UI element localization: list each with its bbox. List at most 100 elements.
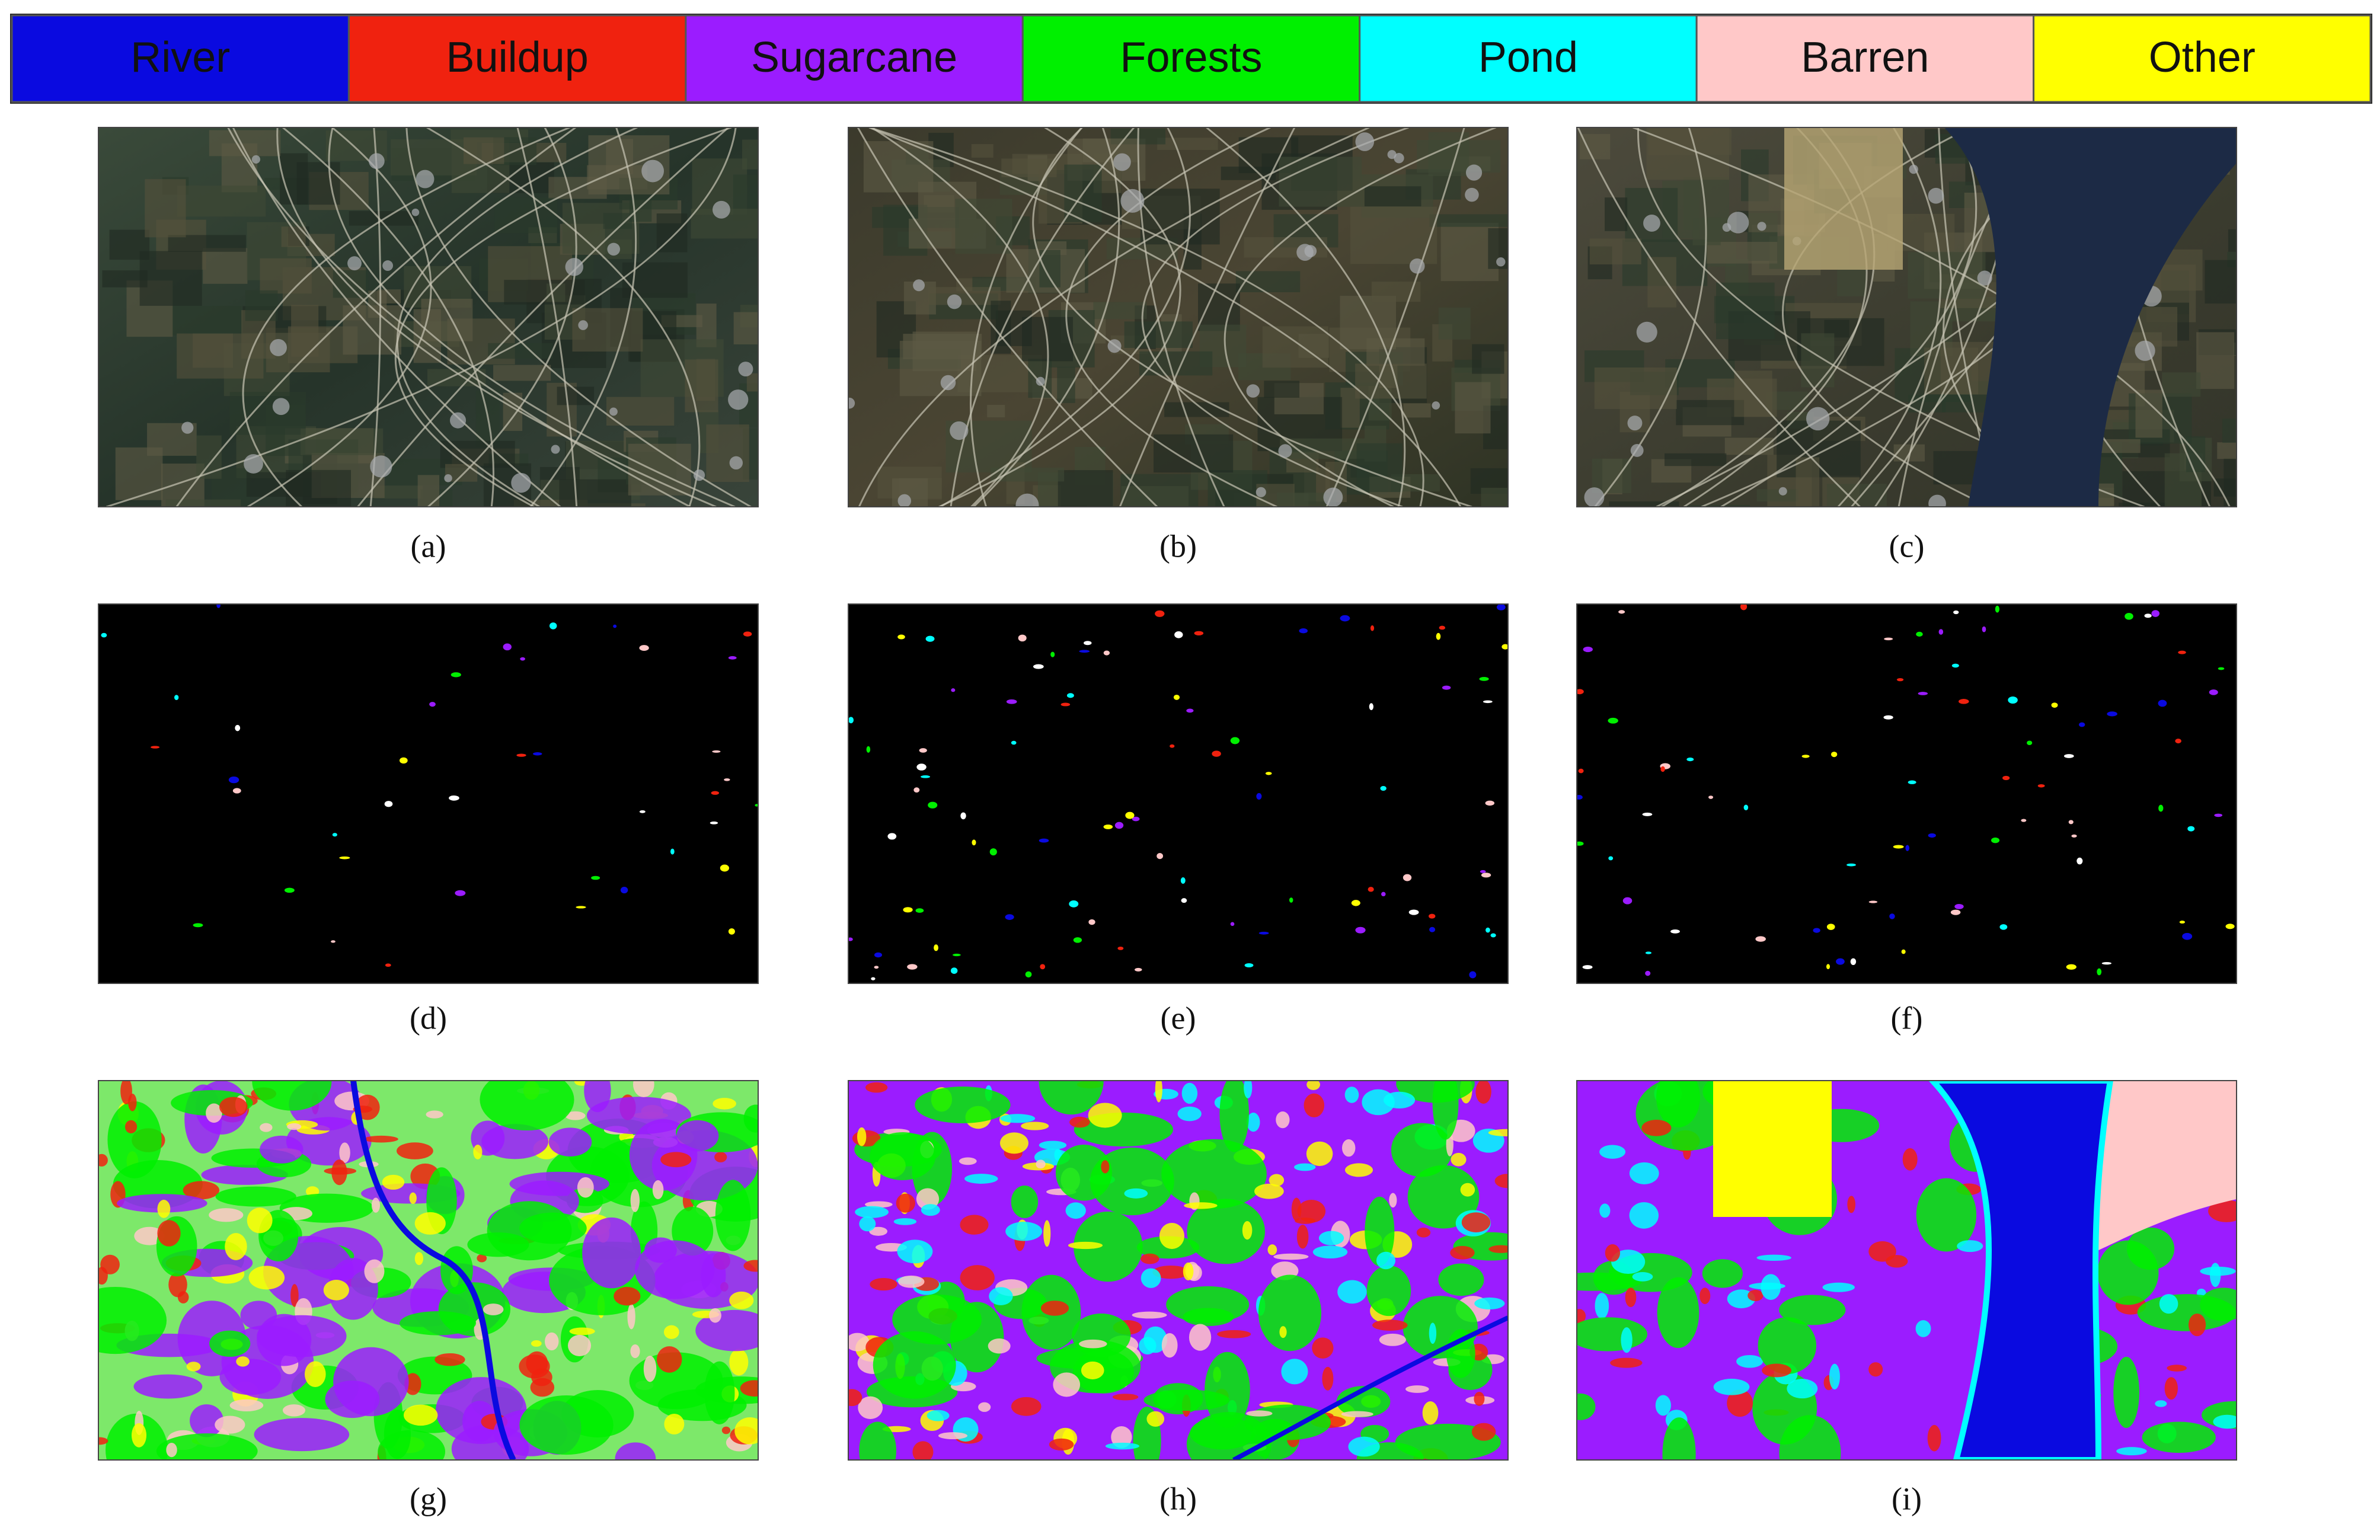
panel-border (848, 603, 1509, 984)
map-patch (714, 1152, 727, 1162)
legend-swatch (347, 14, 687, 103)
settlement (370, 455, 392, 478)
map-patch (260, 1135, 304, 1164)
road (1325, 127, 1465, 507)
map-patch (1246, 1410, 1273, 1417)
barren-field (1784, 127, 1903, 270)
map-patch (1139, 1337, 1157, 1354)
panel-border (1576, 603, 2237, 984)
map-patch (2113, 1356, 2139, 1428)
label-sample (385, 963, 391, 967)
legend-label: Forests (1120, 34, 1262, 81)
map-patch (1405, 1385, 1429, 1393)
map-patch (1267, 1244, 1277, 1255)
map-patch (1471, 1423, 1496, 1441)
field-patch (1472, 344, 1504, 374)
map-patch (219, 1097, 248, 1117)
map-patch (715, 1180, 751, 1251)
map-patch (1577, 1309, 1586, 1324)
road (232, 127, 561, 507)
map-patch (1429, 1322, 1437, 1344)
map-patch (1000, 1114, 1036, 1123)
map-patch (734, 1417, 758, 1445)
map-patch (473, 1145, 483, 1159)
map-patch (660, 1152, 692, 1168)
map-patch (400, 1311, 477, 1335)
map-patch (1474, 1297, 1505, 1310)
field-patch (2213, 478, 2237, 497)
map-patch (215, 1416, 245, 1434)
settlement (1465, 164, 1483, 181)
map-patch (1072, 1313, 1131, 1357)
label-sample (1230, 737, 1240, 745)
label-sample (1050, 651, 1055, 657)
caption: (g) (410, 1481, 447, 1516)
map-patch (252, 1081, 332, 1111)
settlement (1928, 187, 1944, 204)
panel-border (848, 1080, 1509, 1461)
label-sample (235, 724, 241, 731)
map-patch (960, 1265, 995, 1290)
field-patch (746, 373, 758, 392)
label-sample (1005, 914, 1014, 920)
settlement (940, 375, 956, 391)
field-patch (559, 479, 631, 507)
map-patch (960, 1215, 989, 1235)
field-patch (1592, 458, 1632, 493)
map-patch (743, 1104, 758, 1133)
map-patch (397, 1142, 433, 1159)
settlement (609, 407, 618, 416)
map-patch (190, 1404, 224, 1437)
road (871, 127, 1049, 507)
map-patch (1141, 1253, 1159, 1264)
field-patch (743, 428, 758, 480)
map-patch (236, 1356, 250, 1367)
road (950, 127, 1135, 507)
label-sample (1708, 795, 1714, 799)
map-patch (1438, 1263, 1484, 1296)
label-sample (232, 788, 241, 794)
map-patch (1868, 1362, 1883, 1377)
field-patch (1647, 257, 1676, 308)
label-sample (2071, 834, 2077, 838)
caption: (e) (1161, 1000, 1196, 1036)
field-patch (229, 392, 306, 435)
map-patch (1460, 1183, 1475, 1197)
road (516, 127, 578, 507)
label-sample (1608, 717, 1618, 724)
label-sample (2209, 689, 2218, 695)
label-sample (848, 717, 854, 724)
field-patch (1279, 156, 1362, 207)
field-patch (1646, 127, 1730, 180)
map-patch (1915, 1320, 1931, 1337)
label-sample (2008, 696, 2018, 704)
road (1223, 127, 1497, 507)
map-patch (225, 1233, 247, 1260)
settlement (1120, 188, 1145, 213)
settlement (1394, 153, 1404, 164)
map-patch (912, 1441, 934, 1460)
label-sample (1905, 845, 1909, 851)
map-patch (1756, 1254, 1791, 1261)
settlement (444, 474, 452, 483)
map-patch (729, 1291, 754, 1309)
label-sample (848, 937, 853, 941)
legend-label: Buildup (446, 34, 589, 81)
map-patch (290, 1284, 299, 1307)
label-sample (451, 672, 461, 678)
field-patch (168, 235, 246, 252)
label-sample (913, 787, 920, 793)
map-patch (107, 1101, 162, 1178)
label-sample (1132, 816, 1140, 822)
map-patch (676, 1120, 719, 1152)
map-patch (1577, 1393, 1596, 1420)
label-sample (874, 966, 879, 969)
river-line (350, 1081, 516, 1460)
label-sample (712, 750, 721, 753)
legend-label: Sugarcane (751, 34, 957, 81)
map-patch (1189, 1324, 1212, 1351)
settlement (1636, 321, 1657, 343)
settlement (641, 159, 665, 183)
label-sample (1883, 715, 1893, 720)
map-patch (1344, 1087, 1359, 1103)
